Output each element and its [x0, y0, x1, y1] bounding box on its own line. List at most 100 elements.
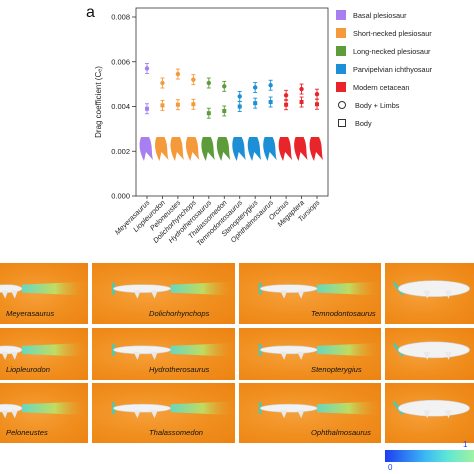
- flow-field: [111, 281, 235, 299]
- cfd-tile: Stenopterygius: [239, 328, 381, 380]
- legend-item: Long-necked plesiosaur: [336, 42, 472, 60]
- silhouette-temnodontosaurus: [232, 137, 246, 162]
- point-body-limbs: [299, 86, 304, 92]
- flow-field: [111, 342, 235, 360]
- legend: Basal plesiosaur Short-necked plesiosaur L…: [336, 6, 472, 132]
- cfd-tile: Ophthalmosaurus: [239, 383, 381, 443]
- flow-field: [111, 401, 235, 419]
- silhouette-ophthalmosaurus: [263, 137, 277, 162]
- cfd-tile: Thalassomedon: [92, 383, 235, 443]
- y-axis-label: Drag coefficient (Cₑ): [94, 66, 103, 138]
- legend-swatch: [336, 46, 346, 56]
- silhouette-megaptera: [294, 137, 308, 162]
- y-tick-label: 0.002: [111, 147, 130, 156]
- flow-field: [258, 281, 381, 299]
- cfd-tile: [385, 328, 474, 380]
- legend-label: Long-necked plesiosaur: [353, 46, 431, 56]
- point-body-limbs: [283, 93, 289, 98]
- cfd-flow-panels: Meyerasaurus Liopleurodon Peloneustes Dolic…: [0, 263, 474, 474]
- legend-item: Parvipelvian ichthyosaur: [336, 60, 472, 78]
- cfd-tile: Dolichorhynchops: [92, 263, 235, 324]
- cfd-tile: Peloneustes: [0, 383, 88, 443]
- legend-label: Parvipelvian ichthyosaur: [353, 64, 433, 74]
- silhouette-thalassomedon: [216, 137, 231, 162]
- legend-label: Body: [355, 118, 372, 128]
- colorbar-max-label: 1: [463, 440, 468, 449]
- point-body: [145, 106, 149, 111]
- legend-marker-item: Body + Limbs: [336, 96, 472, 114]
- silhouette-orcinus: [278, 137, 293, 162]
- legend-marker-item: Body: [336, 114, 472, 132]
- silhouette-meyerasaurus: [139, 137, 153, 162]
- point-body: [206, 111, 211, 116]
- point-body-limbs: [160, 80, 165, 86]
- circle-marker-icon: [338, 101, 346, 109]
- cfd-tile-label: Ophthalmosaurus: [311, 428, 371, 437]
- velocity-colorbar: [385, 450, 474, 462]
- legend-label: Basal plesiosaur: [353, 10, 407, 20]
- flow-field: [392, 280, 470, 299]
- legend-label: Short-necked plesiosaur: [353, 28, 432, 38]
- point-body: [222, 108, 227, 113]
- point-body: [237, 104, 242, 109]
- legend-item: Basal plesiosaur: [336, 6, 472, 24]
- cfd-tile: Temnodontosaurus: [239, 263, 381, 324]
- cfd-tile-label: Meyerasaurus: [6, 309, 55, 318]
- flow-field: [0, 401, 88, 419]
- cfd-tile-label: Thalassomedon: [149, 428, 204, 437]
- legend-swatch: [336, 10, 346, 20]
- point-body: [191, 102, 196, 107]
- legend-swatch: [336, 28, 346, 38]
- point-body: [160, 103, 165, 108]
- flow-field: [0, 281, 88, 299]
- legend-item: Short-necked plesiosaur: [336, 24, 472, 42]
- legend-item: Modern cetacean: [336, 78, 472, 96]
- flow-field: [0, 342, 88, 360]
- point-body-limbs: [222, 84, 227, 89]
- y-tick-label: 0.004: [111, 102, 130, 111]
- cfd-tile-label: Temnodontosaurus: [311, 309, 376, 318]
- point-body-limbs: [144, 66, 150, 71]
- silhouette-dolichorhynchops: [185, 137, 200, 162]
- point-body: [175, 102, 180, 107]
- point-body-limbs: [206, 80, 212, 86]
- point-body-limbs: [252, 85, 258, 90]
- point-body-limbs: [314, 91, 320, 97]
- point-body: [315, 102, 319, 107]
- legend-swatch: [336, 82, 346, 92]
- flow-field: [392, 341, 470, 360]
- silhouette-tursiops: [309, 137, 323, 162]
- point-body-limbs: [175, 71, 181, 77]
- silhouette-stenopterygius: [247, 137, 262, 162]
- point-body: [253, 101, 258, 106]
- cfd-tile-label: Dolichorhynchops: [149, 309, 210, 318]
- point-body-limbs: [237, 94, 242, 99]
- silhouette-liopleurodon: [155, 137, 169, 162]
- cfd-tile: Liopleurodon: [0, 328, 88, 380]
- cfd-tile: [385, 383, 474, 443]
- silhouette-peloneustes: [170, 137, 184, 162]
- point-body: [284, 102, 289, 107]
- cfd-tile: [385, 263, 474, 324]
- flow-field: [258, 401, 381, 419]
- flow-field: [258, 342, 381, 360]
- point-body-limbs: [191, 77, 196, 82]
- plot-frame: [135, 7, 329, 197]
- point-body: [299, 100, 304, 105]
- cfd-tile-label: Stenopterygius: [311, 365, 362, 374]
- legend-label: Modern cetacean: [353, 82, 410, 92]
- cfd-tile-label: Hydrotherosaurus: [149, 365, 210, 374]
- point-body: [268, 100, 273, 105]
- colorbar-min-label: 0: [388, 463, 393, 472]
- silhouette-hydrotherosaurus: [201, 137, 215, 162]
- drag-coefficient-chart: a 0.000 0.002 0.004 0.006 0.008 Drag coeffici…: [86, 4, 329, 248]
- y-tick-label: 0.006: [111, 57, 130, 66]
- legend-swatch: [336, 64, 346, 74]
- cfd-tile: Meyerasaurus: [0, 263, 88, 324]
- legend-label: Body + Limbs: [355, 100, 400, 110]
- panel-letter: a: [86, 4, 95, 21]
- point-body-limbs: [268, 83, 273, 88]
- cfd-tile-label: Liopleurodon: [6, 365, 50, 374]
- y-tick-label: 0.008: [111, 13, 130, 22]
- square-marker-icon: [338, 119, 346, 127]
